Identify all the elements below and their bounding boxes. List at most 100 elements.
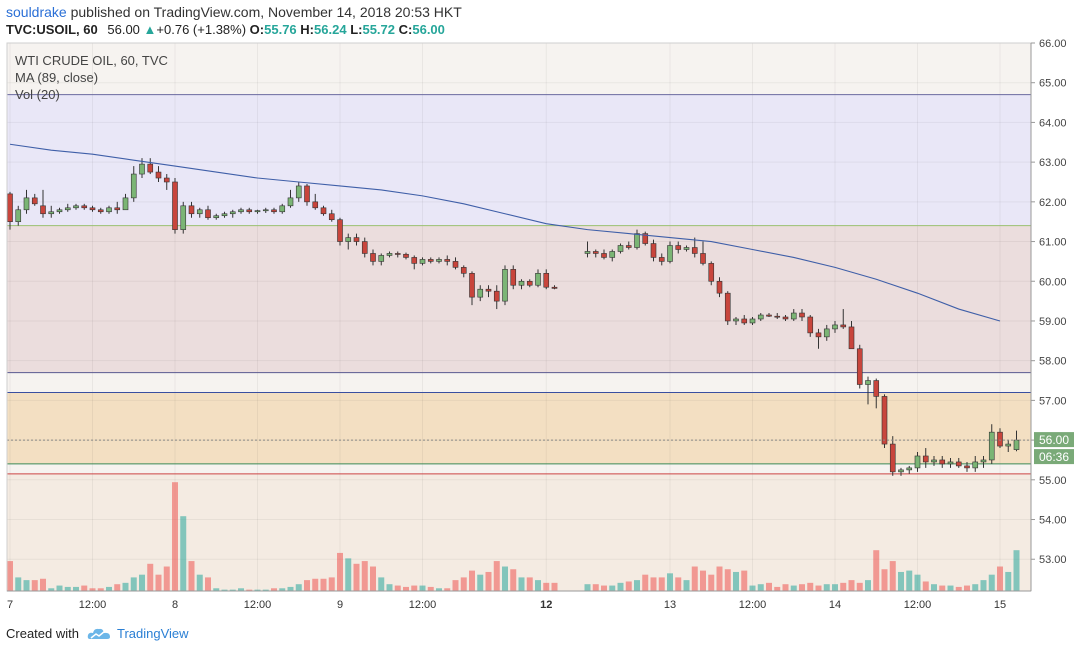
- ma-line: [9, 143, 1001, 322]
- y-tick-label: 64.00: [1039, 117, 1067, 129]
- candle: [889, 436, 896, 476]
- created-with-text: Created with: [6, 626, 79, 641]
- candle: [353, 233, 360, 246]
- volume-bar: [444, 588, 451, 591]
- volume-bar: [840, 582, 847, 591]
- volume-bar: [708, 574, 715, 591]
- low-label: L:: [350, 22, 363, 37]
- candle: [73, 203, 79, 210]
- volume-bar: [766, 582, 772, 591]
- volume-bar: [526, 577, 533, 591]
- candle: [444, 255, 451, 266]
- zones: [7, 43, 1031, 591]
- volume-bar: [914, 574, 921, 591]
- volume-bar: [15, 577, 22, 591]
- volume-bar: [262, 589, 269, 591]
- x-tick-label: 9: [337, 599, 343, 611]
- candle: [766, 313, 772, 317]
- y-tick-label: 57.00: [1039, 395, 1067, 407]
- candle: [551, 285, 558, 290]
- volume-bar: [485, 571, 492, 591]
- last-price-badge-text: 56.00: [1039, 433, 1069, 447]
- price-badge: 56.00 06:36: [1034, 432, 1074, 465]
- volume-bar: [510, 569, 517, 591]
- volume-bar: [675, 577, 682, 591]
- volume-bar: [906, 570, 913, 591]
- volume-bar: [287, 586, 294, 591]
- volume-bar: [394, 585, 401, 591]
- candle: [592, 249, 599, 258]
- volume-bar: [345, 558, 352, 591]
- volume-bar: [328, 577, 335, 591]
- volume-bar: [64, 586, 71, 591]
- candle: [337, 217, 343, 246]
- volume-bar: [427, 586, 434, 591]
- candle: [48, 205, 55, 218]
- volume-bar: [89, 588, 96, 591]
- volume-bar: [411, 585, 418, 591]
- candle: [601, 249, 607, 260]
- volume-bar: [1013, 550, 1020, 591]
- y-tick-label: 66.00: [1039, 38, 1067, 50]
- volume-bar: [832, 584, 838, 591]
- volume-bar: [658, 577, 665, 591]
- time-axis: 7 12:00 8 12:00 9 12:00 12 13 12:00 14 12:00 15: [7, 599, 1006, 611]
- volume-bar: [452, 580, 459, 591]
- x-tick-label: 7: [7, 599, 13, 611]
- volume-bar: [31, 580, 38, 591]
- candle: [724, 291, 731, 325]
- legend: WTI CRUDE OIL, 60, TVC MA (89, close) Vo…: [15, 53, 168, 102]
- volume-bar: [700, 570, 706, 591]
- candle: [832, 320, 838, 333]
- candle: [757, 313, 764, 321]
- volume-bar: [691, 566, 698, 591]
- publisher-link[interactable]: souldrake: [6, 4, 67, 20]
- candle: [658, 253, 665, 266]
- candle: [774, 313, 781, 319]
- candle: [873, 378, 880, 409]
- legend-vol: Vol (20): [15, 87, 60, 102]
- candle: [848, 320, 855, 350]
- volume-bar: [271, 588, 277, 591]
- high-value: 56.24: [314, 22, 347, 37]
- candle: [997, 428, 1003, 449]
- publish-info: souldrake published on TradingView.com, …: [6, 4, 462, 20]
- candle: [163, 174, 170, 190]
- volume-bar: [196, 574, 203, 591]
- candle: [403, 252, 409, 260]
- candle: [312, 193, 319, 210]
- volume-bar: [873, 550, 880, 591]
- candle: [741, 315, 748, 325]
- volume-bar: [477, 574, 484, 591]
- volume-bar: [130, 577, 137, 591]
- y-tick-label: 65.00: [1039, 78, 1067, 90]
- volume-bar: [650, 577, 657, 591]
- candle: [988, 424, 995, 464]
- tradingview-cloud-icon: [87, 628, 110, 639]
- candle: [106, 205, 112, 214]
- candle: [683, 245, 690, 252]
- candle: [180, 201, 187, 234]
- x-tick-label: 12:00: [244, 599, 272, 611]
- candle: [634, 229, 640, 250]
- volume-bar: [642, 574, 649, 591]
- candle: [205, 205, 211, 220]
- volume-bar: [370, 566, 376, 591]
- volume-bar: [155, 574, 162, 591]
- volume-bar: [147, 563, 154, 591]
- candle: [675, 241, 682, 254]
- candle: [617, 243, 624, 254]
- volume-bar: [139, 574, 145, 591]
- published-text: published on TradingView.com, November 1…: [70, 4, 462, 20]
- x-tick-label: 12: [540, 599, 552, 611]
- candle: [642, 231, 649, 246]
- candle: [782, 315, 789, 321]
- candle: [56, 207, 63, 214]
- candle: [287, 189, 294, 208]
- volume-bar: [56, 585, 63, 591]
- volume-bar: [40, 578, 46, 591]
- tradingview-link[interactable]: TradingView: [87, 626, 189, 641]
- candle: [964, 461, 970, 472]
- volume-bar: [172, 482, 178, 591]
